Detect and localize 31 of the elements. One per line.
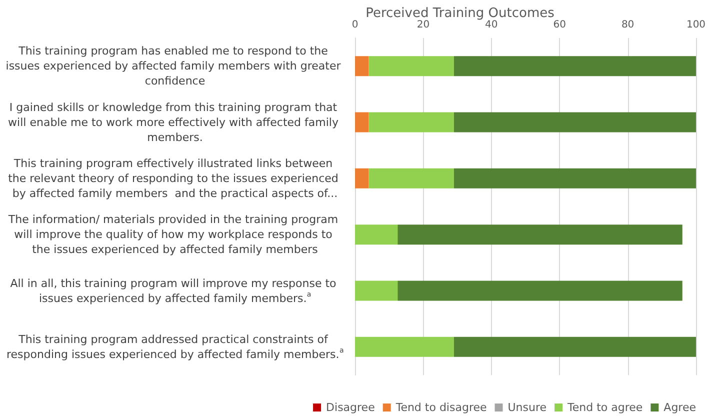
x-tick-label: 40 <box>485 20 498 30</box>
bar <box>355 168 369 188</box>
bar <box>355 336 454 357</box>
x-tick-label: 60 <box>553 20 566 30</box>
bar <box>355 56 369 76</box>
bar <box>454 56 696 76</box>
legend-label: Tend to agree <box>566 401 643 414</box>
chart-title: Perceived Training Outcomes <box>366 6 555 21</box>
legend-label: Unsure <box>508 401 547 414</box>
x-tick-label: 100 <box>686 20 706 30</box>
bar <box>355 112 369 132</box>
bar <box>355 280 398 301</box>
legend-label: Disagree <box>326 401 376 414</box>
bar <box>454 336 696 357</box>
bar <box>398 280 682 301</box>
bar <box>368 56 454 76</box>
y-tick-label: This training program effectively illustrated links between the relevant theory of responding to the issues experienced by affected family members and the practical aspects of... <box>8 156 342 200</box>
x-tick-label: 80 <box>621 20 634 30</box>
bar <box>398 224 682 245</box>
legend-label: Agree <box>664 401 696 414</box>
x-tick-label: 0 <box>352 20 358 30</box>
bar <box>454 168 696 188</box>
bar <box>355 224 398 245</box>
y-tick-label: I gained skills or knowledge from this training program that will enable me to work more effectively with affected family members. <box>8 100 342 144</box>
bar <box>454 112 696 132</box>
bar <box>368 168 454 188</box>
bar <box>368 112 454 132</box>
y-tick-label: This training program has enabled me to respond to the issues experienced by affected family members with greater confidence <box>6 44 344 88</box>
y-tick-label: The information/ materials provided in the training program will improve the quality of how my workplace responds to the issues experienced by affected family members <box>7 213 342 256</box>
x-tick-label: 20 <box>416 20 430 30</box>
legend-label: Tend to disagree <box>394 401 487 414</box>
